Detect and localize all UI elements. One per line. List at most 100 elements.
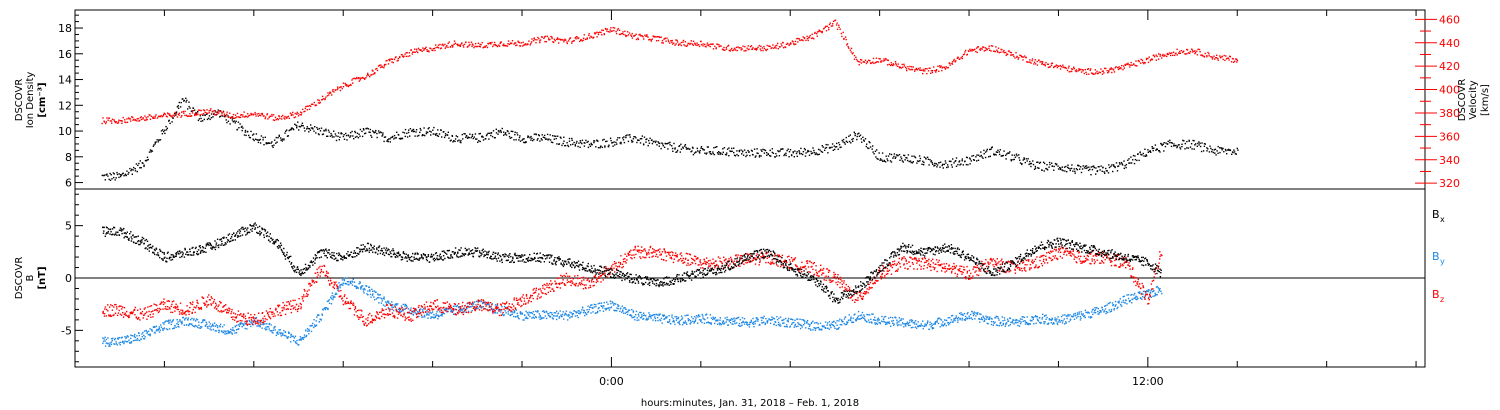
by-point (103, 338, 105, 340)
density-point (536, 139, 538, 141)
density-point (1173, 143, 1175, 145)
density-point (428, 127, 430, 129)
by-point (330, 303, 333, 305)
velocity-point (420, 49, 422, 51)
velocity-point (836, 22, 838, 24)
velocity-point (1036, 60, 1038, 63)
velocity-point (892, 64, 894, 67)
by-point (631, 316, 633, 319)
by-point (915, 327, 918, 329)
by-point (332, 297, 334, 299)
density-point (571, 137, 573, 140)
by-point (885, 321, 887, 324)
velocity-point (1149, 59, 1152, 62)
by-point (625, 311, 628, 313)
density-point (969, 163, 971, 165)
by-point (755, 320, 757, 322)
by-point (210, 329, 212, 331)
velocity-point (105, 121, 108, 123)
by-point (115, 343, 118, 345)
density-point (580, 141, 582, 144)
by-point (482, 302, 484, 305)
by-point (741, 317, 744, 319)
density-point (766, 152, 768, 154)
velocity-point (615, 30, 617, 33)
velocity-point (902, 66, 904, 68)
density-point (111, 178, 113, 180)
density-point (1108, 166, 1111, 169)
by-point (968, 317, 970, 319)
by-point (766, 322, 768, 324)
density-point (854, 133, 856, 135)
density-point (893, 153, 896, 155)
density-point (239, 123, 241, 125)
velocity-point (836, 28, 839, 30)
by-point (1124, 302, 1126, 304)
density-point (232, 117, 234, 119)
density-point (112, 172, 115, 174)
velocity-point (651, 38, 653, 40)
by-point (349, 281, 352, 283)
by-point (206, 326, 209, 328)
by-point (192, 319, 195, 321)
by-point (421, 316, 423, 318)
density-point (1182, 139, 1184, 142)
density-point (364, 132, 366, 135)
by-point (414, 312, 417, 314)
by-point (529, 312, 531, 314)
velocity-point (847, 46, 849, 48)
by-point (1118, 302, 1120, 304)
by-point (412, 313, 415, 316)
by-point (1156, 294, 1158, 296)
density-point (124, 173, 127, 175)
by-point (466, 307, 468, 310)
velocity-point (1092, 73, 1095, 76)
by-point (384, 305, 386, 307)
density-point (1150, 151, 1152, 153)
by-point (973, 313, 975, 315)
density-point (899, 159, 901, 161)
by-point (676, 317, 678, 320)
velocity-point (697, 44, 700, 46)
velocity-point (448, 41, 450, 43)
velocity-point (1094, 69, 1096, 71)
density-point (851, 138, 853, 141)
by-point (1089, 317, 1092, 319)
velocity-point (688, 42, 690, 45)
density-point (669, 144, 671, 146)
density-point (1144, 148, 1146, 150)
density-point (258, 139, 260, 141)
by-point (752, 317, 754, 320)
density-point (635, 137, 637, 139)
density-point (364, 132, 367, 134)
by-point (279, 333, 282, 335)
by-point (259, 325, 261, 327)
velocity-point (563, 39, 566, 41)
velocity-point (1059, 68, 1062, 70)
density-point (552, 141, 554, 144)
velocity-point (971, 48, 973, 51)
by-point (963, 312, 966, 315)
by-point (1020, 321, 1022, 323)
b-tick-label: 5 (65, 220, 72, 233)
density-point (342, 135, 345, 138)
density-point (838, 144, 841, 146)
velocity-point (524, 43, 526, 45)
density-point (975, 156, 977, 158)
by-point (827, 322, 829, 324)
density-point (154, 143, 156, 145)
b-tick-label: 0 (65, 272, 72, 285)
density-point (640, 138, 643, 140)
velocity-point (1183, 50, 1185, 52)
density-point (815, 152, 817, 154)
by-point (286, 337, 289, 339)
velocity-point (1142, 61, 1144, 64)
velocity-point (359, 77, 361, 79)
by-point (651, 314, 654, 317)
velocity-point (550, 35, 552, 38)
velocity-point (920, 69, 922, 71)
by-point (844, 316, 847, 318)
density-point (315, 132, 317, 134)
by-point (375, 291, 377, 293)
by-point (158, 331, 161, 333)
